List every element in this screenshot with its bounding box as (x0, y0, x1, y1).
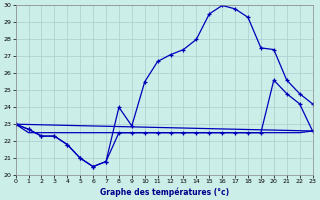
X-axis label: Graphe des températures (°c): Graphe des températures (°c) (100, 187, 229, 197)
